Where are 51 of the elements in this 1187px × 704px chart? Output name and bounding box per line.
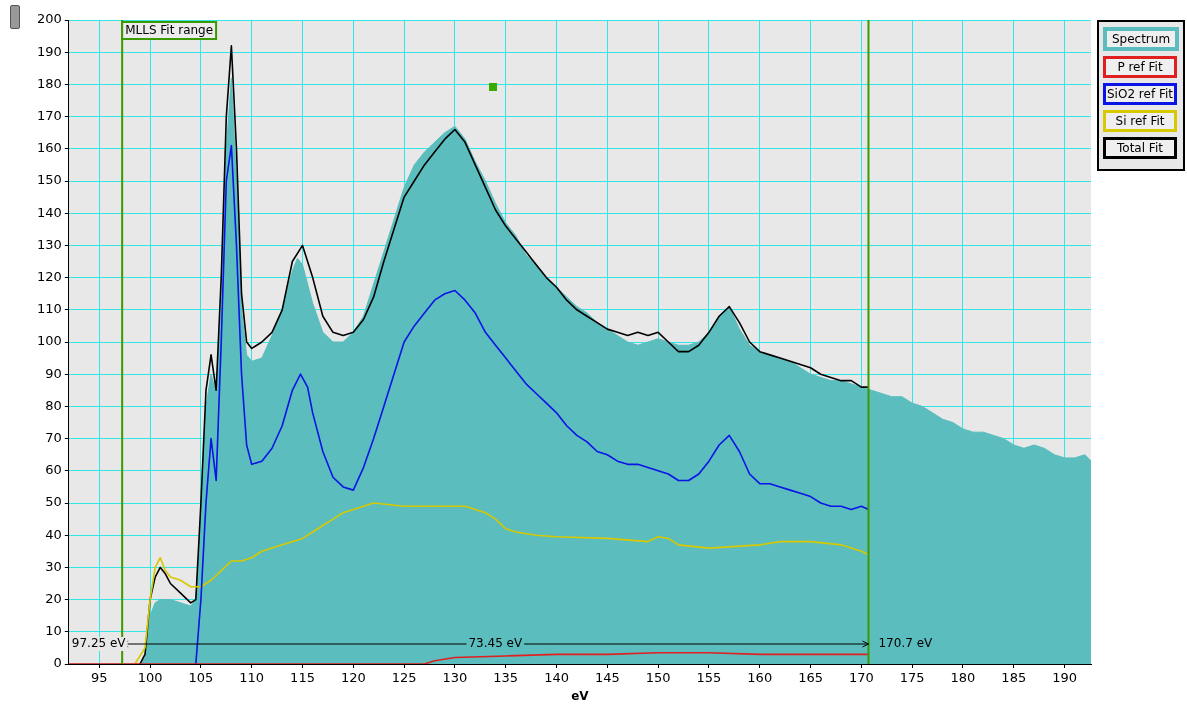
y-tick-label: 60 xyxy=(45,462,62,478)
x-tick-label: 140 xyxy=(544,670,569,686)
y-tick-label: 30 xyxy=(45,558,62,574)
x-tick-label: 160 xyxy=(747,670,773,686)
y-tick-label: 50 xyxy=(45,494,62,510)
text: Spectrum xyxy=(1103,27,1179,51)
y-tick-label: 180 xyxy=(36,75,62,91)
text: P ref Fit xyxy=(1103,56,1177,78)
annotation: 73.45 eV xyxy=(468,636,523,651)
x-tick-label: 190 xyxy=(1052,670,1077,686)
x-tick-label: 185 xyxy=(1001,670,1027,686)
x-tick-label: 170 xyxy=(848,670,874,686)
y-tick-label: 170 xyxy=(36,107,62,123)
y-tick-label: 190 xyxy=(36,43,62,59)
y-tick-label: 100 xyxy=(36,333,62,349)
y-tick-label: 20 xyxy=(45,590,62,606)
y-tick-label: 110 xyxy=(36,301,62,317)
y-tick-label: 120 xyxy=(36,268,62,284)
x-tick-label: 135 xyxy=(493,670,519,686)
x-tick-label: 150 xyxy=(645,670,671,686)
annotation: 97.25 eV xyxy=(71,636,127,651)
ref-line-label: MLLS Fit range xyxy=(125,23,214,38)
y-tick-label: 10 xyxy=(45,623,62,639)
y-tick-label: 70 xyxy=(45,429,62,445)
x-tick-label: 125 xyxy=(391,670,417,686)
y-tick-label: 160 xyxy=(36,140,62,156)
y-tick-label: 0 xyxy=(53,655,62,671)
x-tick-label: 175 xyxy=(899,670,925,686)
y-tick-label: 90 xyxy=(45,365,62,381)
y-tick-label: 130 xyxy=(36,236,62,252)
y-tick-label: 40 xyxy=(45,526,62,542)
y-tick-label: 200 xyxy=(36,11,62,27)
x-tick-label: 120 xyxy=(340,670,366,686)
x-tick-label: 180 xyxy=(950,670,976,686)
y-tick-label: 80 xyxy=(45,397,62,413)
x-axis-title: eV xyxy=(571,688,590,703)
text: SiO2 ref Fit xyxy=(1103,83,1177,105)
y-tick-label: 140 xyxy=(36,204,62,220)
x-tick-label: 105 xyxy=(188,670,214,686)
x-tick-label: 145 xyxy=(594,670,620,686)
x-tick-label: 130 xyxy=(442,670,468,686)
y-tick-label: 150 xyxy=(36,172,62,188)
text: Total Fit xyxy=(1103,137,1177,159)
annotation: 170.7 eV xyxy=(878,636,934,651)
x-tick-label: 155 xyxy=(696,670,722,686)
text: Si ref Fit xyxy=(1103,110,1177,132)
x-tick-label: 100 xyxy=(137,670,163,686)
x-tick-label: 95 xyxy=(91,670,108,686)
x-tick-label: 110 xyxy=(239,670,265,686)
x-tick-label: 165 xyxy=(798,670,823,686)
x-tick-label: 115 xyxy=(290,670,315,686)
